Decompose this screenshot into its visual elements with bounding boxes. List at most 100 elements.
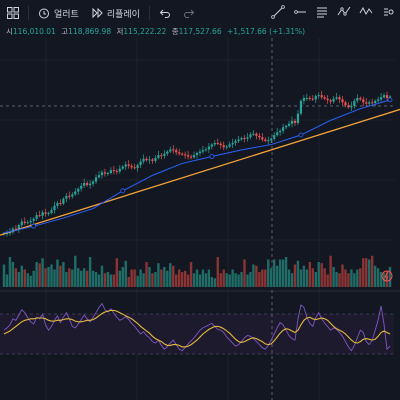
- volume-bar: [335, 272, 338, 287]
- volume-bar: [139, 269, 142, 287]
- redo-button[interactable]: [180, 3, 198, 23]
- candle-body: [332, 98, 335, 102]
- candle-body: [261, 137, 264, 140]
- candle-body: [279, 130, 282, 133]
- candle-body: [204, 149, 208, 151]
- volume-bar: [38, 263, 41, 287]
- volume-bar: [115, 258, 119, 287]
- volume-bar: [323, 268, 326, 287]
- alert-clock-icon: [39, 8, 49, 19]
- candle-body: [287, 123, 291, 126]
- volume-bar: [273, 259, 276, 287]
- replay-icon: [92, 7, 103, 19]
- open-value: 116,010.01: [12, 27, 56, 36]
- candle-body: [74, 191, 77, 195]
- candle-body: [14, 228, 17, 230]
- candle-body: [124, 164, 127, 167]
- volume-bar: [180, 272, 184, 287]
- candle-body: [388, 96, 392, 98]
- candle-body: [44, 212, 47, 214]
- candle-body: [237, 139, 240, 141]
- volume-bar: [169, 263, 172, 287]
- volume-bar: [106, 272, 110, 287]
- undo-button[interactable]: [156, 3, 174, 23]
- candle-body: [163, 153, 166, 156]
- candle-body: [38, 215, 41, 217]
- candle-body: [127, 164, 130, 166]
- candle-body: [341, 99, 344, 103]
- volume-bar: [290, 273, 294, 287]
- top-toolbar: 얼러트 리플레이: [0, 0, 400, 26]
- candle-body: [314, 95, 317, 100]
- parallel-channel-tool[interactable]: [334, 2, 354, 22]
- candle-body: [213, 143, 216, 145]
- candle-body: [365, 102, 368, 104]
- toolbar-divider: [28, 6, 29, 20]
- volume-bar: [305, 269, 309, 287]
- candle-body: [169, 149, 172, 152]
- volume-bar: [326, 274, 329, 287]
- volume-bar: [281, 259, 285, 287]
- layout-grid-button[interactable]: [4, 3, 22, 23]
- volume-bar: [97, 274, 101, 287]
- candle-body: [192, 155, 196, 158]
- volume-bar: [160, 269, 163, 287]
- candle-body: [249, 134, 252, 138]
- moving-average-marker: [209, 154, 215, 159]
- alert-button[interactable]: 얼러트: [35, 3, 82, 23]
- volume-bar: [183, 270, 187, 287]
- more-tools-button[interactable]: [378, 2, 398, 22]
- lightning-glyph: [384, 271, 389, 281]
- volume-bar: [210, 277, 214, 287]
- text-tool[interactable]: [312, 2, 332, 22]
- volume-bar: [308, 262, 312, 287]
- candle-body: [201, 150, 205, 152]
- volume-bar: [118, 270, 121, 287]
- volume-bar: [353, 273, 356, 287]
- pattern-tool-icon: [359, 6, 373, 16]
- volume-bar: [157, 263, 160, 287]
- volume-bar: [225, 273, 228, 287]
- volume-bar: [317, 262, 320, 287]
- pattern-tool[interactable]: [356, 2, 376, 22]
- candle-body: [178, 152, 181, 154]
- candle-body: [56, 203, 59, 206]
- open-label: 시: [6, 27, 13, 36]
- volume-bar: [29, 275, 32, 287]
- rsi-signal-line: [3, 309, 391, 348]
- volume-bar: [246, 274, 249, 287]
- candle-body: [350, 105, 353, 108]
- candle-body: [133, 167, 136, 169]
- candle-body: [181, 153, 184, 155]
- candle-body: [267, 140, 270, 142]
- volume-bar: [299, 269, 303, 287]
- replay-label: 리플레이: [106, 9, 140, 20]
- candle-body: [379, 97, 383, 100]
- candle-body: [47, 213, 50, 214]
- candle-body: [94, 177, 98, 182]
- volume-bar: [231, 269, 234, 287]
- candle-body: [231, 143, 234, 145]
- candle-body: [8, 232, 12, 234]
- high-label: 고: [61, 27, 69, 36]
- moving-average-marker: [31, 223, 37, 229]
- volume-bar: [264, 269, 267, 287]
- volume-bar: [365, 258, 368, 287]
- candle-body: [317, 95, 320, 97]
- horizontal-ray-tool[interactable]: [290, 2, 310, 22]
- volume-bar: [17, 272, 21, 287]
- candle-body: [186, 155, 190, 157]
- volume-bar: [8, 257, 12, 287]
- volume-bar: [228, 274, 231, 287]
- volume-bar: [275, 265, 279, 287]
- replay-button[interactable]: 리플레이: [88, 3, 143, 23]
- candle-body: [371, 102, 374, 104]
- volume-bar: [296, 260, 300, 287]
- candle-body: [100, 172, 104, 176]
- volume-bar: [109, 274, 113, 287]
- trendline-tool[interactable]: [268, 2, 288, 22]
- volume-bar: [186, 274, 190, 287]
- volume-bar: [91, 270, 95, 287]
- candle-body: [356, 98, 359, 101]
